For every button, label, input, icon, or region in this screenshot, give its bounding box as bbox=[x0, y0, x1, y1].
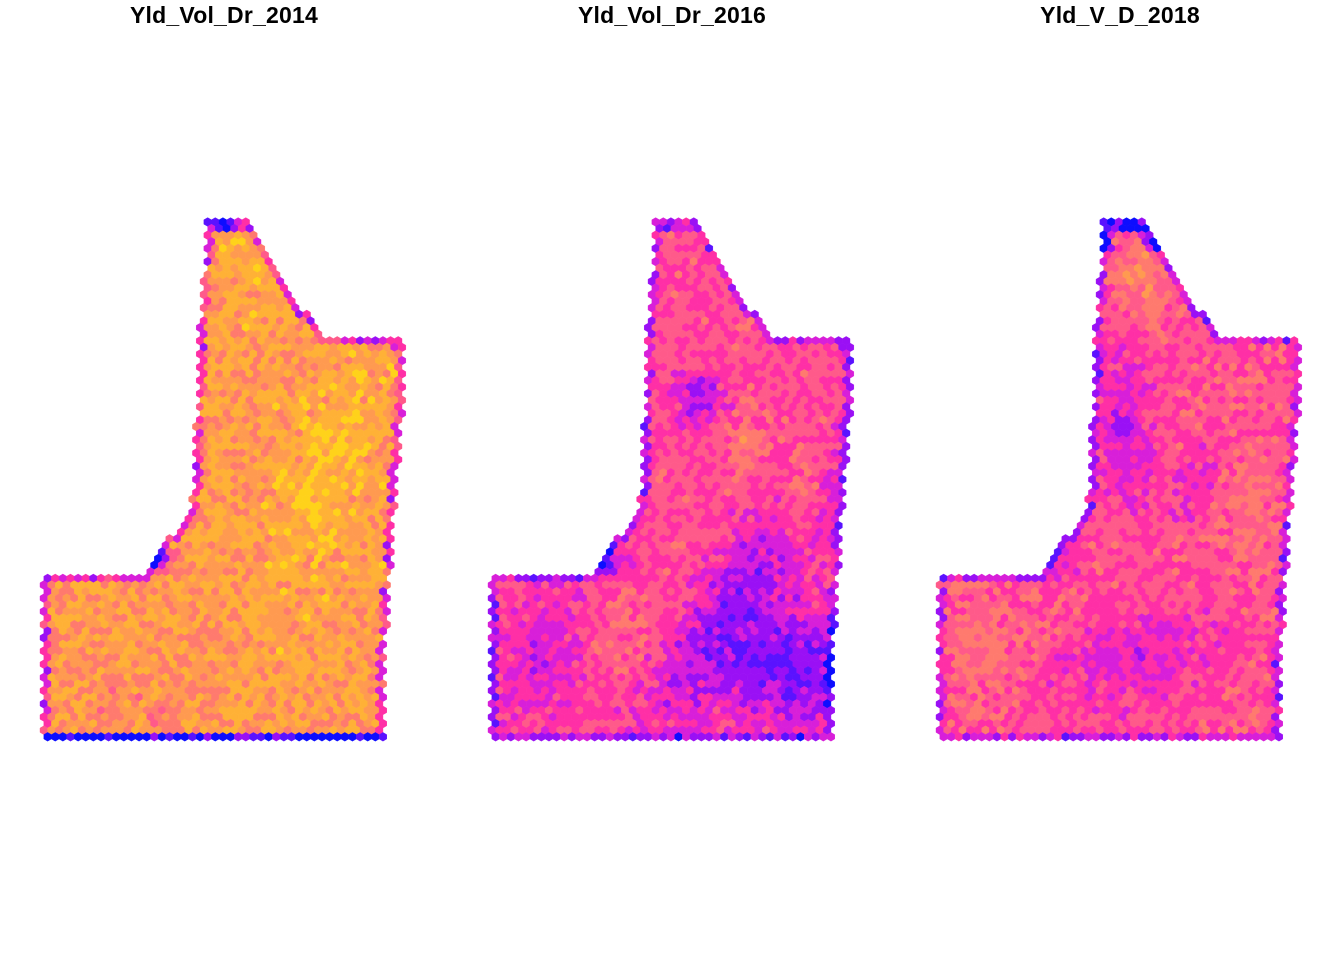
hex-cell bbox=[119, 732, 128, 742]
hex-cell bbox=[590, 732, 599, 742]
hex-cell bbox=[605, 732, 614, 742]
hex-cell bbox=[333, 732, 342, 742]
hex-cell bbox=[363, 732, 372, 742]
hex-cell bbox=[196, 732, 205, 742]
hex-cell bbox=[659, 732, 668, 742]
hex-cell bbox=[226, 732, 235, 742]
hex-cell bbox=[735, 732, 744, 742]
hex-cell bbox=[249, 732, 258, 742]
hex-cell bbox=[743, 732, 752, 742]
hex-cell bbox=[51, 732, 60, 742]
hex-cell bbox=[788, 732, 797, 742]
hex-cell bbox=[621, 732, 630, 742]
hex-cell bbox=[279, 732, 288, 742]
hex-cell bbox=[348, 732, 357, 742]
hex-cell bbox=[173, 732, 182, 742]
hex-cell bbox=[811, 732, 820, 742]
hex-cell bbox=[758, 732, 767, 742]
hex-cell bbox=[317, 732, 326, 742]
hex-cell bbox=[674, 732, 683, 742]
hex-cell bbox=[66, 732, 75, 742]
hex-cell bbox=[264, 732, 273, 742]
map-panel-2016: Yld_Vol_Dr_2016 bbox=[448, 0, 896, 960]
hex-cell bbox=[287, 732, 296, 742]
hex-cell bbox=[150, 732, 159, 742]
hex-cell bbox=[773, 732, 782, 742]
hex-cell bbox=[636, 732, 645, 742]
hex-cell bbox=[666, 732, 675, 742]
hex-cell bbox=[378, 732, 387, 742]
hex-cell bbox=[750, 732, 759, 742]
hex-cell bbox=[598, 732, 607, 742]
hex-cell bbox=[544, 732, 553, 742]
hex-cell bbox=[575, 732, 584, 742]
hex-cell bbox=[705, 732, 714, 742]
hex-cell bbox=[325, 732, 334, 742]
hex-cell bbox=[522, 732, 531, 742]
hex-cell bbox=[295, 732, 304, 742]
hex-cell bbox=[537, 732, 546, 742]
hex-cell bbox=[552, 732, 561, 742]
hex-cell bbox=[302, 732, 311, 742]
hex-cell bbox=[310, 732, 319, 742]
hex-cell bbox=[651, 732, 660, 742]
hex-cell bbox=[514, 732, 523, 742]
hex-cell bbox=[234, 732, 243, 742]
map-panel-2014: Yld_Vol_Dr_2014 bbox=[0, 0, 448, 960]
hex-cell bbox=[218, 732, 227, 742]
hex-cell bbox=[340, 732, 349, 742]
hex-cell bbox=[781, 732, 790, 742]
hex-cell bbox=[272, 732, 281, 742]
hex-cell bbox=[819, 732, 828, 742]
hex-cell bbox=[720, 732, 729, 742]
hex-cell bbox=[712, 732, 721, 742]
hex-cell bbox=[506, 732, 515, 742]
hex-cell bbox=[203, 732, 212, 742]
hex-cell bbox=[491, 732, 500, 742]
hex-cell bbox=[180, 732, 189, 742]
hex-cell bbox=[644, 732, 653, 742]
hex-cell bbox=[628, 732, 637, 742]
hex-cell bbox=[157, 732, 166, 742]
hex-cell bbox=[81, 732, 90, 742]
hex-cell bbox=[58, 732, 67, 742]
hex-cell bbox=[765, 732, 774, 742]
hex-cell bbox=[804, 732, 813, 742]
map-title-2016: Yld_Vol_Dr_2016 bbox=[578, 2, 766, 28]
hex-cell bbox=[560, 732, 569, 742]
hex-cell bbox=[112, 732, 121, 742]
hex-cell bbox=[826, 732, 835, 742]
map-title-2014: Yld_Vol_Dr_2014 bbox=[130, 2, 318, 28]
hex-cell bbox=[371, 732, 380, 742]
hex-cell bbox=[104, 732, 113, 742]
hex-cell bbox=[796, 732, 805, 742]
hex-cell bbox=[142, 732, 151, 742]
hex-cell bbox=[697, 732, 706, 742]
hex-cell bbox=[188, 732, 197, 742]
hex-cell bbox=[74, 732, 83, 742]
hex-cell bbox=[241, 732, 250, 742]
hex-map-2018 bbox=[935, 217, 1303, 742]
hex-cell bbox=[613, 732, 622, 742]
hex-map-2016 bbox=[487, 217, 855, 742]
hex-cell bbox=[89, 732, 98, 742]
hex-cell bbox=[529, 732, 538, 742]
hex-cell bbox=[211, 732, 220, 742]
hex-cell bbox=[499, 732, 508, 742]
hex-cell bbox=[727, 732, 736, 742]
hex-cell bbox=[356, 732, 365, 742]
hex-cell bbox=[583, 732, 592, 742]
hex-cell bbox=[567, 732, 576, 742]
hex-cell bbox=[689, 732, 698, 742]
hex-cell bbox=[165, 732, 174, 742]
hex-map-2014 bbox=[39, 217, 407, 742]
hex-cell bbox=[127, 732, 136, 742]
hex-cell bbox=[682, 732, 691, 742]
hex-cell bbox=[43, 732, 52, 742]
hex-cell bbox=[135, 732, 144, 742]
map-panel-2018: Yld_V_D_2018 bbox=[896, 0, 1344, 960]
hex-cell bbox=[257, 732, 266, 742]
map-title-2018: Yld_V_D_2018 bbox=[1040, 2, 1200, 28]
hex-cell bbox=[96, 732, 105, 742]
